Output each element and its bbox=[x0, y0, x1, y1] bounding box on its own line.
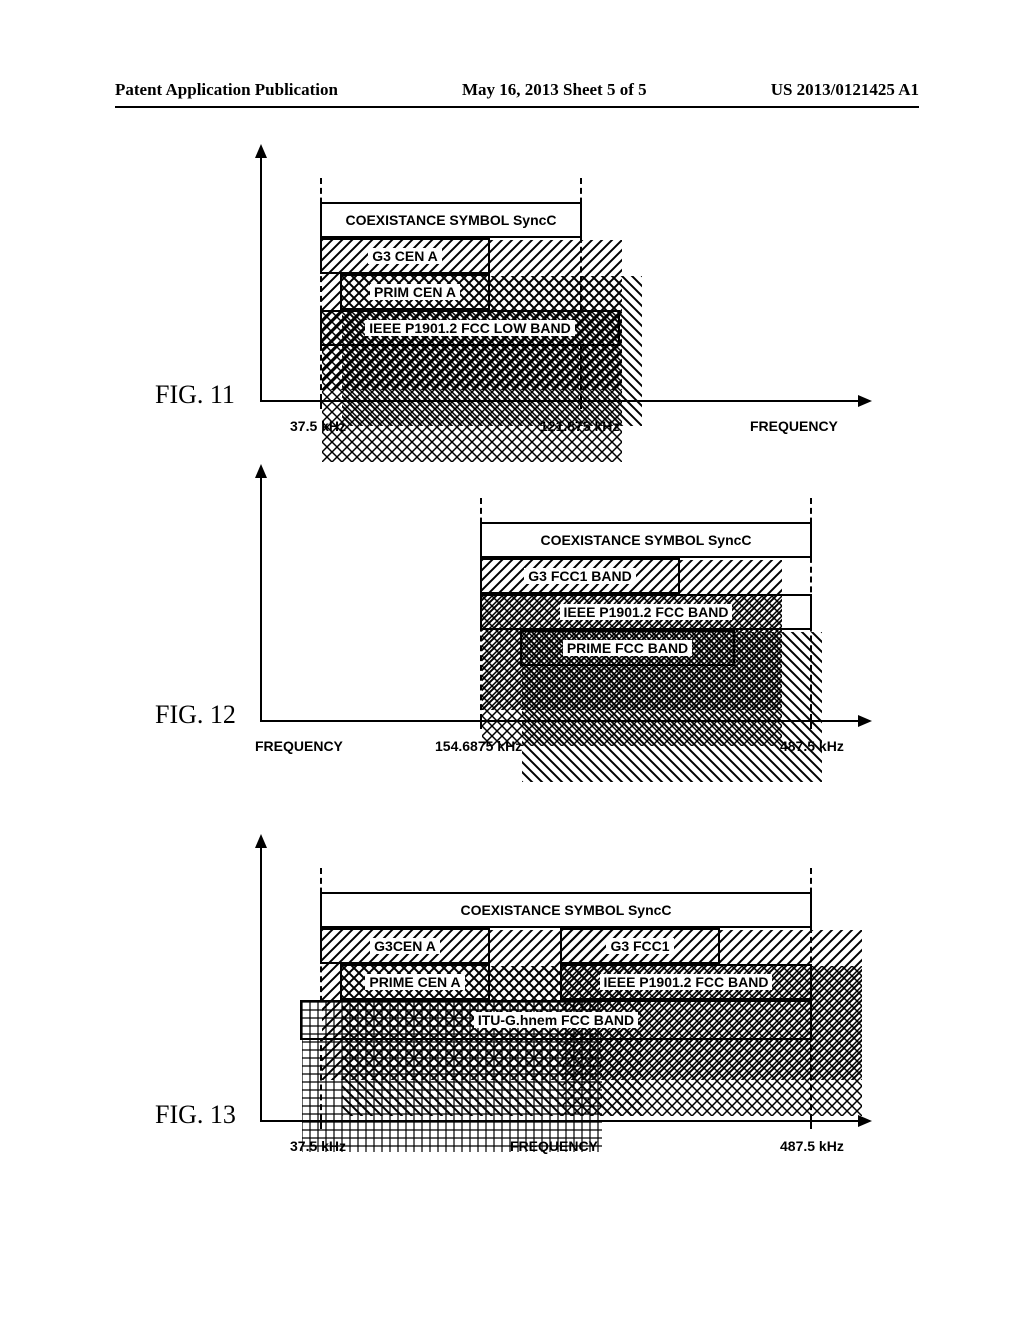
fig12-g3-bar: G3 FCC1 BAND bbox=[480, 558, 680, 594]
fig13-label: FIG. 13 bbox=[155, 1100, 236, 1130]
header-center: May 16, 2013 Sheet 5 of 5 bbox=[462, 80, 647, 100]
fig12-ieee-bar: IEEE P1901.2 FCC BAND bbox=[480, 594, 812, 630]
figure-13: COEXISTANCE SYMBOL SyncC G3CEN A G3 FCC1… bbox=[260, 840, 900, 1160]
fig13-ieee-bar: IEEE P1901.2 FCC BAND bbox=[560, 964, 812, 1000]
fig11-ieee-label: IEEE P1901.2 FCC LOW BAND bbox=[365, 320, 575, 336]
figure-11: COEXISTANCE SYMBOL SyncC G3 CEN A PRIM C… bbox=[260, 150, 900, 440]
fig12-g3-label: G3 FCC1 BAND bbox=[524, 568, 635, 584]
fig13-prime-label: PRIME CEN A bbox=[365, 974, 464, 990]
fig13-g3a-label: G3CEN A bbox=[370, 938, 440, 954]
fig12-ieee-label: IEEE P1901.2 FCC BAND bbox=[560, 604, 733, 620]
fig11-sync-label: COEXISTANCE SYMBOL SyncC bbox=[341, 212, 560, 228]
fig12-prime-bar: PRIME FCC BAND bbox=[520, 630, 735, 666]
fig13-g3a-bar: G3CEN A bbox=[320, 928, 490, 964]
fig11-ieee-bar: IEEE P1901.2 FCC LOW BAND bbox=[320, 310, 620, 346]
fig11-label: FIG. 11 bbox=[155, 380, 235, 410]
fig11-xlabel: FREQUENCY bbox=[750, 418, 838, 434]
fig11-prim-label: PRIM CEN A bbox=[370, 284, 460, 300]
fig13-g3fcc-bar: G3 FCC1 bbox=[560, 928, 720, 964]
page: Patent Application Publication May 16, 2… bbox=[0, 0, 1024, 1320]
fig11-g3-label: G3 CEN A bbox=[368, 248, 442, 264]
fig13-sync-bar: COEXISTANCE SYMBOL SyncC bbox=[320, 892, 812, 928]
figure-12: COEXISTANCE SYMBOL SyncC G3 FCC1 BAND IE… bbox=[260, 470, 900, 760]
fig11-g3-bar: G3 CEN A bbox=[320, 238, 490, 274]
header-left: Patent Application Publication bbox=[115, 80, 338, 100]
fig12-sync-label: COEXISTANCE SYMBOL SyncC bbox=[536, 532, 755, 548]
fig11-prim-bar: PRIM CEN A bbox=[340, 274, 490, 310]
fig13-g3fcc-label: G3 FCC1 bbox=[606, 938, 673, 954]
fig13-itu-label: ITU-G.hnem FCC BAND bbox=[474, 1012, 638, 1028]
fig13-prime-bar: PRIME CEN A bbox=[340, 964, 490, 1000]
fig13-tick-right: 487.5 kHz bbox=[780, 1138, 844, 1154]
fig11-sync-bar: COEXISTANCE SYMBOL SyncC bbox=[320, 202, 582, 238]
page-header: Patent Application Publication May 16, 2… bbox=[115, 80, 919, 108]
header-right: US 2013/0121425 A1 bbox=[771, 80, 919, 100]
fig13-sync-label: COEXISTANCE SYMBOL SyncC bbox=[456, 902, 675, 918]
fig12-sync-bar: COEXISTANCE SYMBOL SyncC bbox=[480, 522, 812, 558]
fig12-xlabel: FREQUENCY bbox=[255, 738, 343, 754]
fig13-ieee-label: IEEE P1901.2 FCC BAND bbox=[600, 974, 773, 990]
fig12-prime-label: PRIME FCC BAND bbox=[563, 640, 692, 656]
fig12-label: FIG. 12 bbox=[155, 700, 236, 730]
